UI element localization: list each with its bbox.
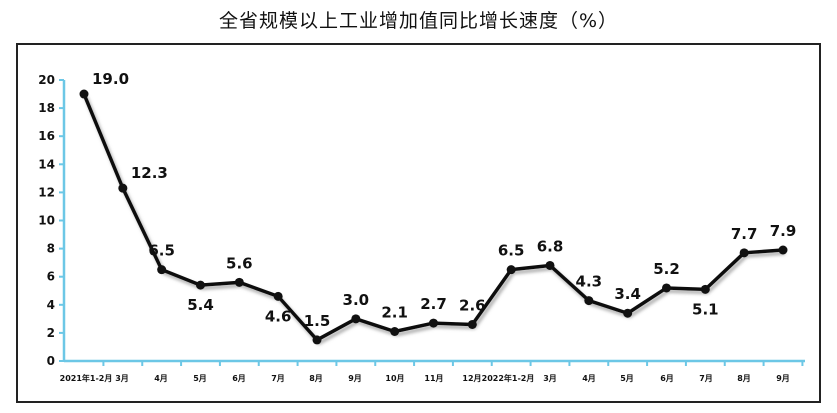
- data-label: 12.3: [131, 164, 168, 182]
- data-label: 4.6: [265, 307, 292, 325]
- y-tick-label: 2: [47, 326, 55, 340]
- y-tick-label: 12: [38, 185, 55, 199]
- x-tick-label: 7月: [699, 374, 713, 383]
- data-point: [467, 319, 477, 329]
- x-tick-label: 4月: [582, 374, 596, 383]
- y-tick-label: 16: [38, 129, 55, 143]
- x-tick-label: 6月: [232, 374, 246, 383]
- data-point: [118, 183, 128, 193]
- y-tick-label: 6: [47, 270, 55, 284]
- x-tick-label: 5月: [193, 374, 207, 383]
- x-tick-label: 9月: [348, 374, 362, 383]
- data-label: 6.5: [498, 242, 525, 260]
- data-point: [700, 284, 710, 294]
- data-label: 5.4: [187, 296, 214, 314]
- data-label: 2.1: [381, 303, 408, 321]
- data-label: 19.0: [92, 70, 129, 88]
- data-label: 1.5: [304, 312, 331, 330]
- x-tick-label: 5月: [620, 374, 634, 383]
- data-point: [545, 260, 555, 270]
- x-tick-label: 8月: [737, 374, 751, 383]
- x-tick-label: 6月: [660, 374, 674, 383]
- y-tick-label: 4: [47, 298, 55, 312]
- x-tick-label: 3月: [115, 374, 129, 383]
- x-tick-label: 3月: [543, 374, 557, 383]
- data-label: 4.3: [576, 273, 603, 291]
- data-point: [196, 280, 205, 290]
- data-labels: 19.0 12.3 6.5 5.4 5.6 4.6 1.5 3.0 2.1 2.7 2.6 6.5 6.…: [92, 70, 796, 330]
- y-tick-label: 20: [38, 73, 55, 87]
- x-tick-label: 8月: [309, 374, 323, 383]
- x-tick-label: 4月: [154, 374, 168, 383]
- chart-title: 全省规模以上工业增加值同比增长速度（%）: [218, 10, 619, 32]
- x-tick-label: 11月: [424, 374, 443, 383]
- data-point: [351, 314, 361, 324]
- data-label: 5.1: [692, 300, 719, 318]
- data-label: 5.6: [226, 254, 253, 272]
- data-label: 6.8: [537, 237, 564, 255]
- y-axis-ticks: 0 2 4 6 8 10 12 14 16 18 20: [38, 73, 64, 368]
- data-point: [312, 335, 322, 345]
- chart-frame: [16, 43, 821, 403]
- y-tick-label: 10: [38, 214, 55, 228]
- data-point: [157, 265, 167, 275]
- data-point: [584, 296, 594, 306]
- x-tick-label: 9月: [776, 374, 790, 383]
- data-label: 6.5: [148, 242, 175, 260]
- y-tick-label: 14: [38, 157, 55, 171]
- x-axis-ticks: 2021年1-2月 3月 4月 5月 6月 7月 8月 9月 10月 11月 12月 2022年1-2…: [60, 361, 804, 383]
- data-label: 7.7: [731, 225, 758, 243]
- data-points: [79, 89, 788, 345]
- x-tick-label: 2021年1-2月: [60, 373, 113, 383]
- y-tick-label: 8: [47, 242, 55, 256]
- data-label: 2.6: [459, 296, 486, 314]
- y-tick-label: 18: [38, 101, 55, 115]
- data-label: 5.2: [653, 260, 680, 278]
- data-label: 7.9: [770, 222, 797, 240]
- data-point: [506, 265, 516, 275]
- data-point: [273, 291, 283, 301]
- data-point: [390, 326, 400, 336]
- y-tick-label: 0: [47, 354, 55, 368]
- data-point: [778, 245, 788, 255]
- data-point: [739, 248, 749, 258]
- data-label: 2.7: [420, 295, 447, 313]
- x-tick-label: 2022年1-2月: [482, 373, 535, 383]
- x-tick-label: 7月: [271, 374, 285, 383]
- data-point: [662, 283, 671, 293]
- data-point: [79, 89, 89, 99]
- data-point: [623, 308, 633, 318]
- x-tick-label: 10月: [385, 374, 404, 383]
- data-point: [234, 277, 244, 287]
- data-label: 3.4: [614, 285, 641, 303]
- data-label: 3.0: [343, 291, 370, 309]
- x-tick-label: 12月: [462, 374, 481, 383]
- data-point: [429, 318, 438, 328]
